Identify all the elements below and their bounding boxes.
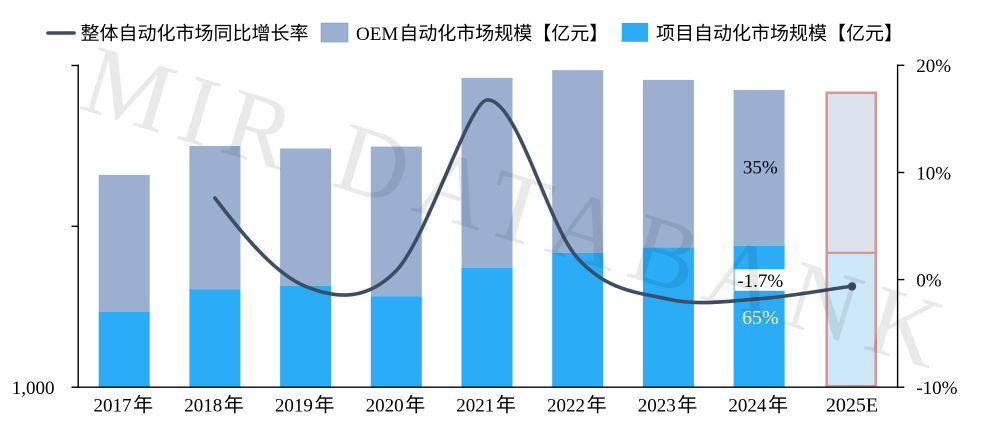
svg-text:2024: 2024 xyxy=(728,395,767,416)
svg-text:2021: 2021 xyxy=(456,395,494,416)
svg-text:2017: 2017 xyxy=(94,395,132,416)
svg-text:2018: 2018 xyxy=(184,395,222,416)
svg-text:2019: 2019 xyxy=(275,395,313,416)
svg-text:-10%: -10% xyxy=(916,378,957,399)
svg-text:OEM: OEM xyxy=(356,24,398,45)
svg-text:10%: 10% xyxy=(916,163,951,184)
svg-text:35%: 35% xyxy=(743,157,778,178)
svg-text:2022: 2022 xyxy=(547,395,585,416)
svg-text:65%: 65% xyxy=(742,307,779,329)
svg-text:-1.7%: -1.7% xyxy=(737,271,783,292)
svg-text:2023: 2023 xyxy=(638,395,676,416)
svg-text:0%: 0% xyxy=(916,271,942,292)
svg-text:2025E: 2025E xyxy=(826,394,878,416)
svg-text:20%: 20% xyxy=(916,56,951,77)
svg-text:1,000: 1,000 xyxy=(12,378,55,399)
svg-text:2020: 2020 xyxy=(366,395,404,416)
